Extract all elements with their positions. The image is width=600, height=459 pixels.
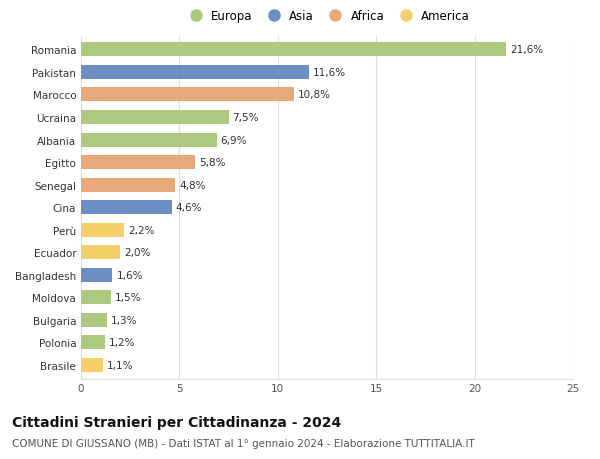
Bar — [81, 246, 121, 260]
Bar — [81, 43, 506, 57]
Text: 1,2%: 1,2% — [109, 338, 135, 347]
Text: 1,6%: 1,6% — [116, 270, 143, 280]
Text: 4,6%: 4,6% — [175, 203, 202, 213]
Bar — [81, 358, 103, 372]
Text: 11,6%: 11,6% — [313, 68, 346, 78]
Text: 2,2%: 2,2% — [128, 225, 155, 235]
Bar — [81, 66, 309, 80]
Text: Cittadini Stranieri per Cittadinanza - 2024: Cittadini Stranieri per Cittadinanza - 2… — [12, 415, 341, 429]
Bar — [81, 223, 124, 237]
Bar — [81, 313, 107, 327]
Bar — [81, 336, 104, 350]
Text: 7,5%: 7,5% — [233, 113, 259, 123]
Bar — [81, 268, 112, 282]
Legend: Europa, Asia, Africa, America: Europa, Asia, Africa, America — [179, 5, 475, 28]
Bar — [81, 133, 217, 147]
Bar — [81, 178, 175, 192]
Bar — [81, 88, 293, 102]
Text: 1,5%: 1,5% — [115, 293, 141, 302]
Text: 1,1%: 1,1% — [107, 360, 133, 370]
Text: COMUNE DI GIUSSANO (MB) - Dati ISTAT al 1° gennaio 2024 - Elaborazione TUTTITALI: COMUNE DI GIUSSANO (MB) - Dati ISTAT al … — [12, 438, 475, 448]
Text: 6,9%: 6,9% — [221, 135, 247, 145]
Text: 21,6%: 21,6% — [510, 45, 543, 55]
Bar — [81, 291, 110, 305]
Text: 10,8%: 10,8% — [298, 90, 331, 100]
Text: 4,8%: 4,8% — [179, 180, 206, 190]
Text: 5,8%: 5,8% — [199, 158, 226, 168]
Text: 2,0%: 2,0% — [124, 248, 151, 257]
Bar — [81, 201, 172, 215]
Bar — [81, 156, 195, 170]
Bar — [81, 111, 229, 125]
Text: 1,3%: 1,3% — [110, 315, 137, 325]
